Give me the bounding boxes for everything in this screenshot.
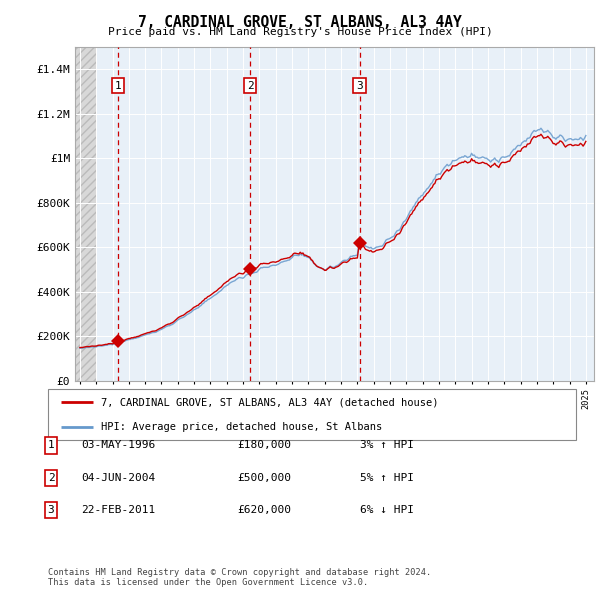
Text: 7, CARDINAL GROVE, ST ALBANS, AL3 4AY: 7, CARDINAL GROVE, ST ALBANS, AL3 4AY (138, 15, 462, 30)
Text: 3: 3 (356, 81, 363, 90)
Text: Price paid vs. HM Land Registry's House Price Index (HPI): Price paid vs. HM Land Registry's House … (107, 27, 493, 37)
Text: 7, CARDINAL GROVE, ST ALBANS, AL3 4AY (detached house): 7, CARDINAL GROVE, ST ALBANS, AL3 4AY (d… (101, 398, 438, 408)
Text: 1: 1 (47, 441, 55, 450)
Text: £500,000: £500,000 (237, 473, 291, 483)
Text: HPI: Average price, detached house, St Albans: HPI: Average price, detached house, St A… (101, 421, 382, 431)
Text: 03-MAY-1996: 03-MAY-1996 (81, 441, 155, 450)
Text: 2: 2 (47, 473, 55, 483)
Text: £180,000: £180,000 (237, 441, 291, 450)
Text: £620,000: £620,000 (237, 506, 291, 515)
Text: 04-JUN-2004: 04-JUN-2004 (81, 473, 155, 483)
Bar (75, 47, 96, 381)
Text: 2: 2 (247, 81, 253, 90)
Text: 5% ↑ HPI: 5% ↑ HPI (360, 473, 414, 483)
Text: Contains HM Land Registry data © Crown copyright and database right 2024.
This d: Contains HM Land Registry data © Crown c… (48, 568, 431, 587)
Text: 3: 3 (47, 506, 55, 515)
Text: 1: 1 (115, 81, 122, 90)
Text: 3% ↑ HPI: 3% ↑ HPI (360, 441, 414, 450)
Text: 22-FEB-2011: 22-FEB-2011 (81, 506, 155, 515)
Text: 6% ↓ HPI: 6% ↓ HPI (360, 506, 414, 515)
FancyBboxPatch shape (48, 389, 576, 440)
